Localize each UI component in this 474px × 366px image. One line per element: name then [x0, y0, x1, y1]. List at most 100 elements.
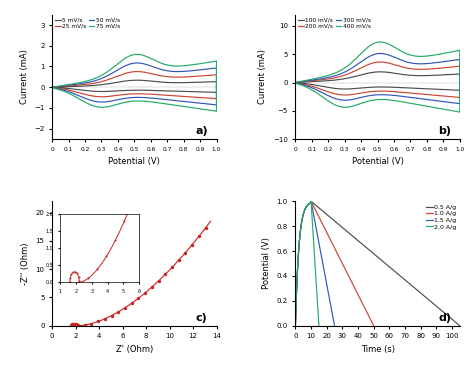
5 mV/s — [134, 78, 140, 82]
300 mV/s — [358, 95, 364, 100]
X-axis label: Time (s): Time (s) — [361, 345, 394, 354]
5 mV/s — [194, 80, 200, 85]
5 mV/s — [152, 88, 157, 93]
Point — [115, 309, 122, 315]
Point — [135, 295, 142, 301]
300 mV/s — [326, 75, 332, 79]
Text: d): d) — [438, 313, 451, 323]
300 mV/s — [365, 94, 370, 98]
Point — [168, 265, 176, 270]
400 mV/s — [365, 99, 370, 104]
0.5 A/g — [457, 324, 463, 328]
5 mV/s — [49, 85, 55, 89]
75 mV/s — [194, 62, 200, 66]
Point — [74, 322, 82, 328]
100 mV/s — [457, 88, 463, 93]
1.5 A/g — [332, 324, 337, 328]
75 mV/s — [152, 100, 157, 104]
Y-axis label: Current (mA): Current (mA) — [19, 49, 28, 104]
1.5 A/g — [293, 318, 299, 322]
75 mV/s — [134, 52, 140, 56]
Line: 50 mV/s: 50 mV/s — [52, 63, 217, 105]
25 mV/s — [214, 97, 219, 101]
100 mV/s — [326, 78, 332, 83]
Point — [162, 272, 169, 277]
25 mV/s — [134, 70, 140, 74]
Point — [67, 323, 75, 329]
75 mV/s — [121, 100, 127, 105]
50 mV/s — [115, 97, 121, 102]
300 mV/s — [378, 51, 383, 56]
25 mV/s — [152, 92, 157, 97]
Point — [202, 225, 210, 231]
1.0 A/g — [308, 199, 314, 203]
50 mV/s — [214, 103, 219, 107]
1.5 A/g — [328, 307, 334, 311]
100 mV/s — [292, 80, 298, 85]
300 mV/s — [457, 101, 463, 106]
2.0 A/g — [315, 307, 321, 311]
1.5 A/g — [326, 295, 332, 299]
Line: 0.5 A/g: 0.5 A/g — [295, 201, 460, 326]
1.0 A/g — [356, 295, 362, 299]
400 mV/s — [292, 81, 298, 85]
Line: 400 mV/s: 400 mV/s — [295, 42, 460, 112]
Text: c): c) — [195, 313, 207, 323]
50 mV/s — [182, 69, 188, 74]
5 mV/s — [182, 81, 188, 85]
Y-axis label: Potential (V): Potential (V) — [262, 238, 271, 290]
0.5 A/g — [422, 295, 428, 299]
25 mV/s — [194, 74, 200, 78]
100 mV/s — [365, 85, 370, 90]
2.0 A/g — [316, 324, 322, 328]
100 mV/s — [292, 81, 298, 85]
50 mV/s — [121, 96, 127, 101]
75 mV/s — [83, 79, 89, 83]
75 mV/s — [49, 85, 55, 89]
400 mV/s — [426, 54, 432, 58]
1.0 A/g — [292, 324, 298, 328]
Text: b): b) — [438, 126, 451, 136]
1.5 A/g — [318, 249, 323, 253]
300 mV/s — [292, 81, 298, 85]
Point — [94, 318, 102, 324]
Legend: 5 mV/s, 25 mV/s, 50 mV/s, 75 mV/s: 5 mV/s, 25 mV/s, 50 mV/s, 75 mV/s — [55, 18, 120, 29]
0.5 A/g — [437, 307, 442, 311]
200 mV/s — [358, 91, 364, 95]
Point — [74, 323, 82, 329]
1.0 A/g — [371, 324, 376, 328]
X-axis label: Potential (V): Potential (V) — [352, 157, 403, 166]
0.5 A/g — [293, 318, 299, 322]
2.0 A/g — [314, 295, 320, 299]
2.0 A/g — [292, 324, 298, 328]
400 mV/s — [378, 40, 383, 44]
75 mV/s — [214, 109, 219, 113]
Text: a): a) — [195, 126, 208, 136]
Point — [81, 322, 89, 328]
100 mV/s — [426, 73, 432, 78]
100 mV/s — [438, 73, 444, 77]
Point — [155, 278, 163, 284]
100 mV/s — [358, 86, 364, 90]
Point — [108, 313, 115, 318]
X-axis label: Potential (V): Potential (V) — [109, 157, 160, 166]
2.0 A/g — [293, 318, 299, 322]
Point — [188, 242, 196, 247]
1.5 A/g — [308, 199, 314, 203]
Point — [121, 305, 129, 311]
1.0 A/g — [362, 307, 368, 311]
0.5 A/g — [366, 248, 372, 252]
Point — [73, 322, 81, 328]
Line: 200 mV/s: 200 mV/s — [295, 62, 460, 97]
X-axis label: Z' (Ohm): Z' (Ohm) — [116, 345, 153, 354]
5 mV/s — [49, 85, 55, 90]
25 mV/s — [49, 85, 55, 90]
400 mV/s — [395, 99, 401, 103]
25 mV/s — [115, 93, 121, 97]
Line: 1.0 A/g: 1.0 A/g — [295, 201, 374, 326]
2.0 A/g — [308, 199, 314, 203]
1.5 A/g — [318, 252, 324, 256]
200 mV/s — [426, 67, 432, 71]
Legend: 100 mV/s, 200 mV/s, 300 mV/s, 400 mV/s: 100 mV/s, 200 mV/s, 300 mV/s, 400 mV/s — [298, 18, 371, 29]
25 mV/s — [121, 92, 127, 97]
